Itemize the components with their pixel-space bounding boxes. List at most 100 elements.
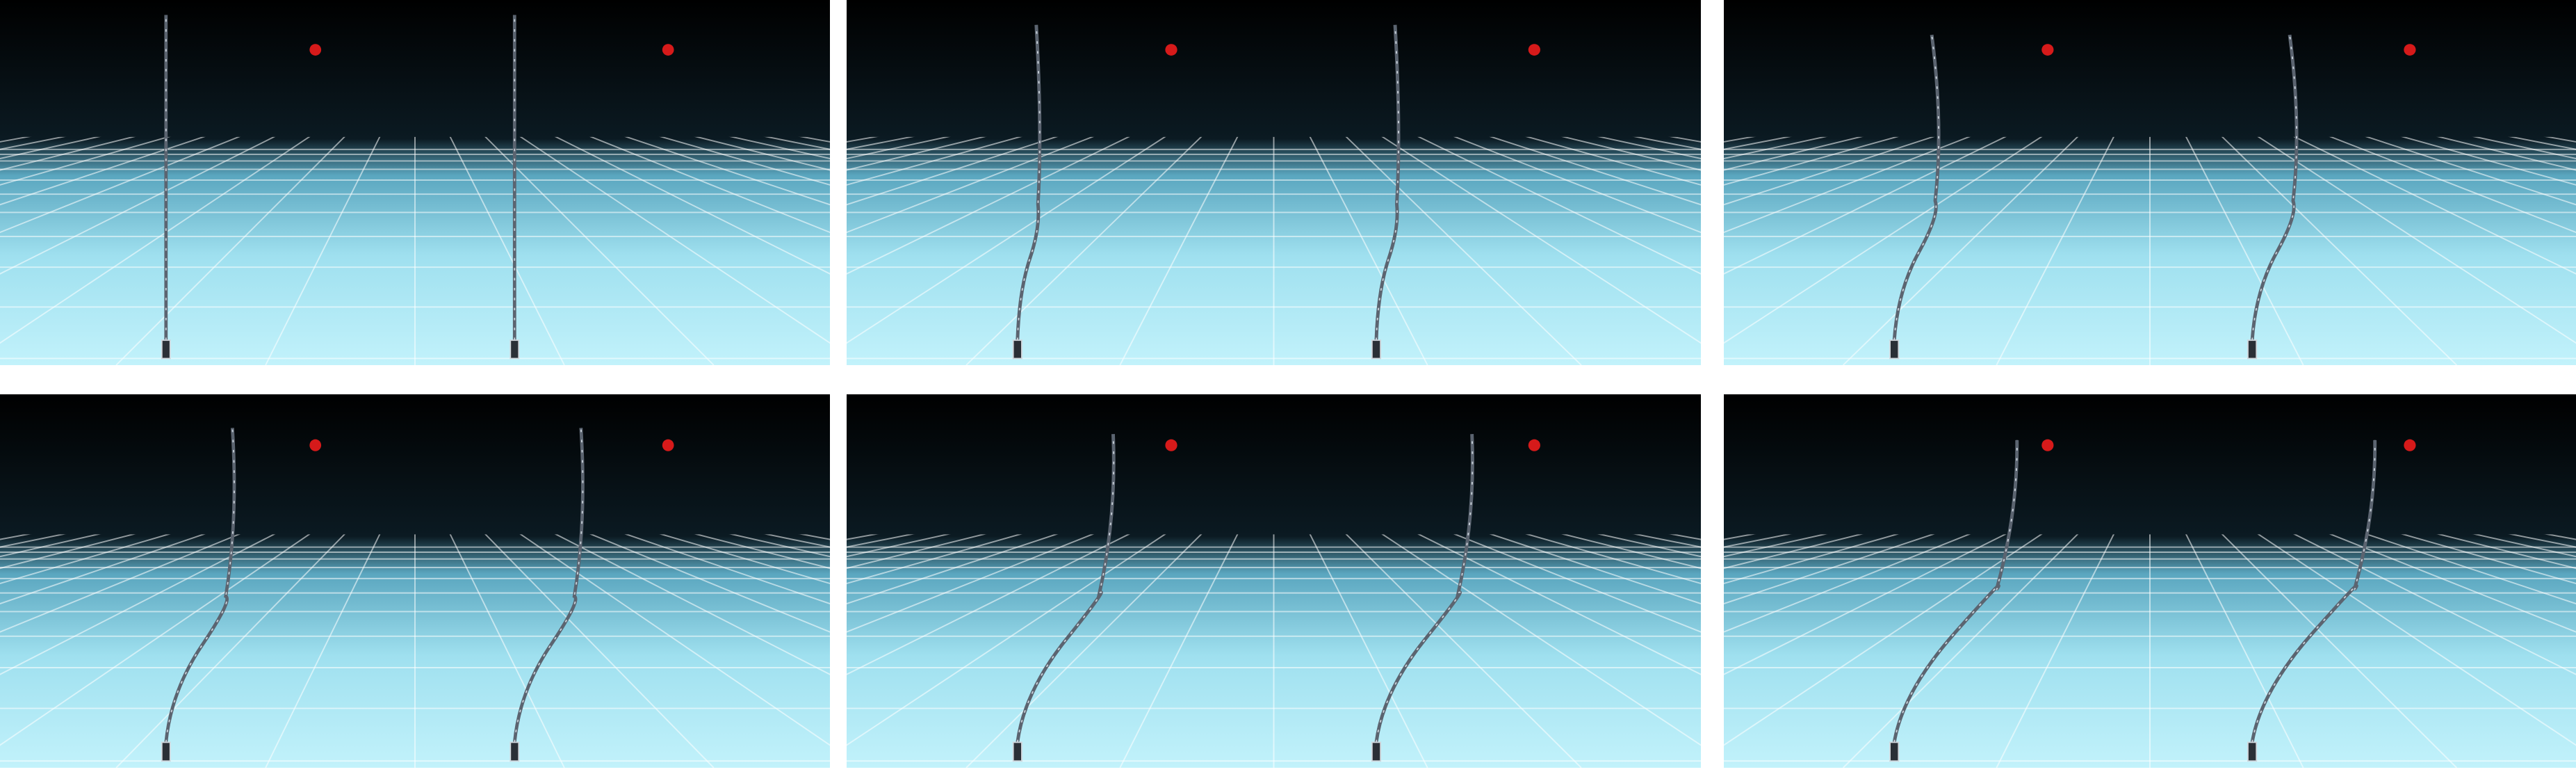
- grid-line: [0, 534, 241, 633]
- robot-arm-highlight: [2251, 440, 2376, 743]
- grid-line: [449, 136, 565, 365]
- grid-line: [2472, 534, 2576, 558]
- robot-base: [1371, 339, 1382, 360]
- robot-base: [1371, 741, 1382, 762]
- grid-line: [2257, 534, 2576, 746]
- grid-line: [1489, 136, 1701, 206]
- grid-line: [265, 534, 381, 768]
- target-ball: [1528, 44, 1540, 56]
- grid-line: [2221, 136, 2458, 365]
- grid-line: [1842, 534, 2079, 768]
- grid-line: [2185, 136, 2304, 365]
- grid-line: [847, 534, 950, 558]
- grid-line: [519, 534, 830, 746]
- robot-arm-highlight: [1376, 24, 1399, 341]
- grid-line: [847, 534, 986, 570]
- target-ball: [662, 439, 674, 451]
- grid-line: [847, 136, 1059, 206]
- grid-line: [0, 136, 206, 206]
- grid-line: [764, 534, 830, 548]
- robot-base: [510, 339, 520, 360]
- grid-line: [847, 534, 1059, 605]
- grid-line: [1119, 534, 1239, 768]
- grid-line: [2221, 534, 2458, 768]
- grid-line: [589, 136, 830, 234]
- robot-base: [161, 741, 171, 762]
- grid-line: [965, 136, 1203, 365]
- grid-line: [2472, 136, 2576, 160]
- grid-line: [2436, 534, 2576, 570]
- grid-line: [0, 136, 241, 234]
- target-ball: [1165, 44, 1177, 56]
- floor-grid: [1724, 136, 2576, 365]
- grid-line: [1417, 534, 1701, 675]
- robot-base: [2247, 339, 2258, 360]
- robot-arm-highlight: [1893, 440, 2018, 743]
- robot-base: [2247, 741, 2258, 762]
- grid-line: [1633, 534, 1701, 548]
- grid-line: [1525, 136, 1701, 186]
- grid-line: [0, 534, 311, 746]
- grid-line: [1724, 136, 1899, 186]
- grid-line: [1724, 534, 1827, 558]
- grid-line: [0, 136, 136, 171]
- grid-line: [847, 534, 1022, 585]
- grid-line: [0, 534, 171, 585]
- grid-line: [1724, 534, 2007, 675]
- grid-line: [484, 534, 715, 768]
- grid-line: [2509, 534, 2576, 548]
- grid-line: [1724, 534, 1899, 585]
- grid-line: [0, 136, 276, 275]
- grid-line: [1724, 534, 2043, 746]
- grid-line: [847, 534, 1166, 746]
- grid-line: [847, 136, 1166, 344]
- grid-line: [2293, 534, 2576, 675]
- target-ball: [1165, 439, 1177, 451]
- grid-line: [847, 136, 915, 150]
- grid-line: [1724, 534, 1971, 633]
- grid-line: [1724, 136, 2043, 344]
- grid-line: [589, 534, 830, 633]
- grid-line: [847, 534, 915, 548]
- grid-line: [1996, 534, 2114, 768]
- grid-line: [0, 136, 66, 150]
- target-ball: [1528, 439, 1540, 451]
- grid-line: [1842, 136, 2079, 365]
- grid-line: [484, 136, 715, 365]
- floor-grid: [0, 136, 830, 365]
- grid-line: [1561, 534, 1701, 570]
- grid-line: [0, 136, 171, 186]
- grid-line: [1724, 136, 1864, 171]
- grid-line: [0, 534, 101, 558]
- grid-line: [1597, 534, 1701, 558]
- grid-line: [1724, 136, 1827, 160]
- grid-line: [1996, 136, 2114, 365]
- target-ball: [2041, 44, 2054, 56]
- grid-line: [0, 534, 206, 605]
- grid-line: [847, 136, 950, 160]
- grid-line: [1597, 136, 1701, 160]
- grid-line: [1525, 534, 1701, 585]
- grid-line: [2185, 534, 2304, 768]
- grid-line: [2293, 136, 2576, 275]
- grid-line: [2509, 136, 2576, 150]
- grid-line: [1633, 136, 1701, 150]
- grid-line: [624, 136, 830, 206]
- robot-arm-highlight: [1016, 24, 1041, 341]
- robot-arm-highlight: [165, 428, 235, 743]
- grid-line: [694, 136, 830, 171]
- grid-line: [2365, 136, 2576, 206]
- target-ball: [309, 44, 322, 56]
- grid-line: [1724, 136, 2007, 275]
- grid-line: [1724, 534, 1864, 570]
- grid-line: [449, 534, 565, 768]
- grid-line: [847, 136, 1094, 234]
- grid-line: [1489, 534, 1701, 605]
- robot-arm-highlight: [2251, 35, 2297, 341]
- grid-line: [1309, 136, 1428, 365]
- grid-line: [2365, 534, 2576, 605]
- grid-line: [0, 136, 101, 160]
- grid-line: [729, 534, 830, 558]
- grid-line: [694, 534, 830, 570]
- grid-line: [659, 136, 830, 186]
